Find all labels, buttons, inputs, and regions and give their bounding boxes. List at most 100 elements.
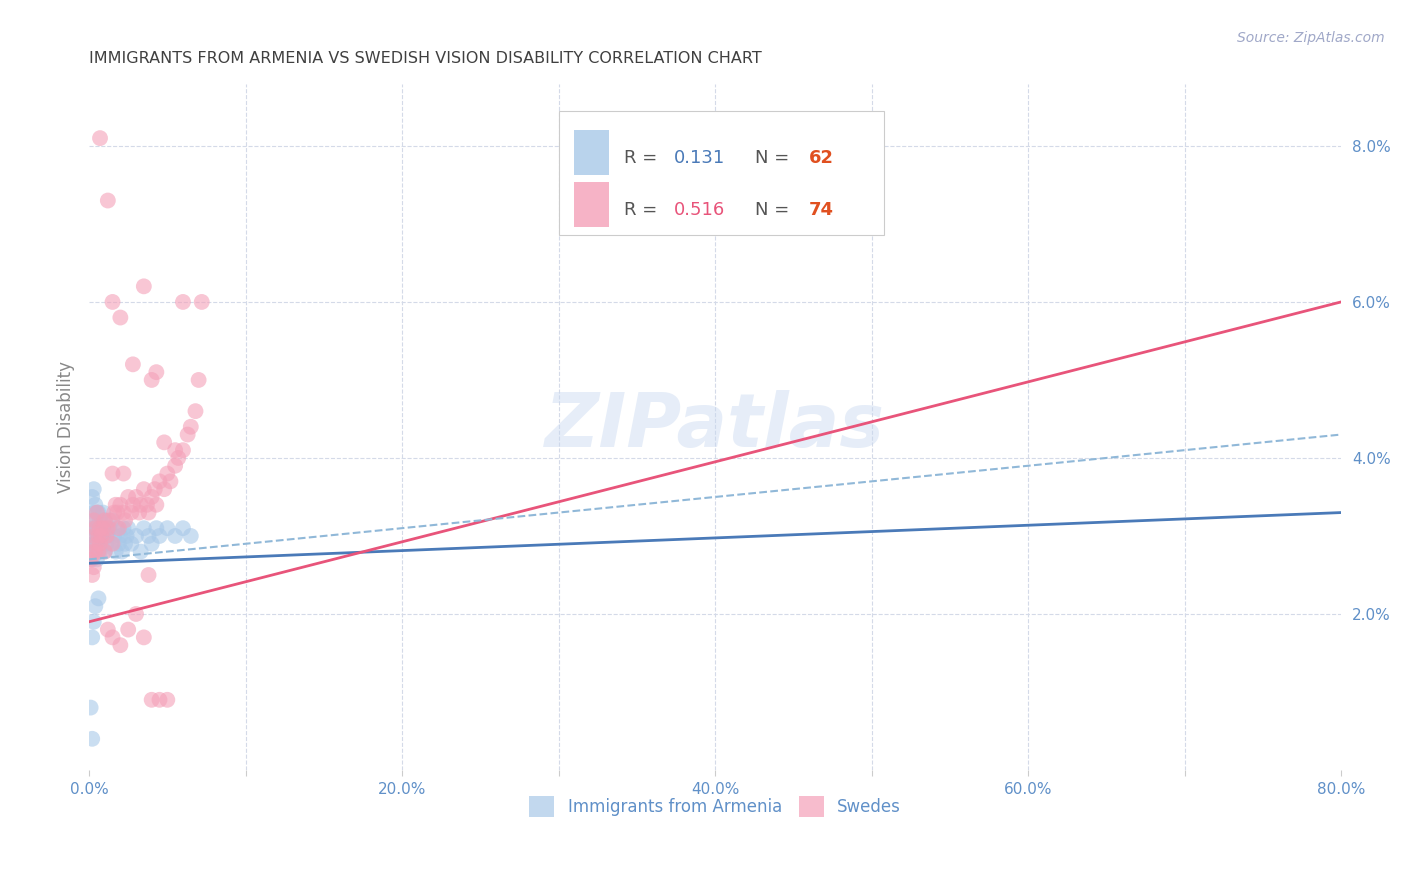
Point (101, 631, 124, 645)
Point (129, 498, 152, 512)
Point (105, 521, 128, 535)
Point (79, 552, 101, 566)
Point (138, 568, 160, 582)
Point (97, 529, 120, 543)
Point (82, 490, 104, 504)
Point (143, 482, 166, 496)
Point (91, 506, 114, 520)
Text: Source: ZipAtlas.com: Source: ZipAtlas.com (1237, 31, 1385, 45)
Point (86, 521, 108, 535)
Point (117, 521, 139, 535)
Point (165, 529, 187, 543)
Point (86, 506, 108, 520)
Point (97, 623, 120, 637)
Point (114, 513, 136, 527)
Point (83, 521, 105, 535)
Point (145, 521, 167, 535)
Point (89, 521, 111, 535)
Point (93, 513, 115, 527)
Point (132, 521, 155, 535)
Point (87, 544, 110, 558)
Text: R =: R = (624, 149, 662, 167)
Point (91, 529, 114, 543)
Point (156, 693, 179, 707)
Point (145, 365, 167, 379)
Text: R =: R = (624, 201, 662, 219)
Point (180, 529, 202, 543)
Point (141, 537, 163, 551)
Point (105, 506, 128, 520)
Point (89, 529, 111, 543)
Point (101, 294, 124, 309)
Point (84, 544, 107, 558)
Point (93, 544, 115, 558)
Point (190, 294, 212, 309)
Point (87, 506, 110, 520)
Point (96, 537, 118, 551)
Point (82, 731, 104, 746)
Point (129, 544, 152, 558)
Point (93, 513, 115, 527)
Bar (558, 111, 884, 235)
Point (82, 537, 104, 551)
Point (101, 467, 124, 481)
Point (82, 631, 104, 645)
Point (84, 529, 107, 543)
Point (111, 544, 134, 558)
Point (101, 513, 124, 527)
Point (86, 537, 108, 551)
Point (82, 568, 104, 582)
Point (79, 521, 101, 535)
Point (98, 513, 121, 527)
Point (110, 529, 132, 543)
Point (84, 513, 107, 527)
Point (128, 506, 150, 520)
Point (104, 498, 127, 512)
Point (153, 435, 176, 450)
Point (145, 498, 167, 512)
Point (103, 529, 125, 543)
Point (172, 443, 194, 458)
Point (167, 450, 190, 465)
Point (117, 623, 139, 637)
Point (107, 537, 129, 551)
Point (90, 521, 112, 535)
Point (110, 498, 132, 512)
Point (84, 498, 107, 512)
Point (120, 506, 142, 520)
Point (115, 529, 138, 543)
Point (83, 529, 105, 543)
Text: IMMIGRANTS FROM ARMENIA VS SWEDISH VISION DISABILITY CORRELATION CHART: IMMIGRANTS FROM ARMENIA VS SWEDISH VISIO… (89, 51, 762, 66)
Point (83, 513, 105, 527)
Point (136, 498, 159, 512)
Point (132, 482, 155, 496)
Point (86, 506, 108, 520)
Point (110, 310, 132, 325)
Point (125, 607, 148, 621)
Point (180, 419, 202, 434)
Point (159, 475, 181, 489)
Point (87, 529, 110, 543)
Point (141, 693, 163, 707)
Point (176, 427, 198, 442)
Point (122, 498, 145, 512)
Point (122, 357, 145, 371)
Point (138, 529, 160, 543)
Point (107, 521, 129, 535)
Point (93, 544, 115, 558)
Point (125, 490, 148, 504)
Point (112, 521, 135, 535)
Point (100, 537, 122, 551)
Point (83, 615, 105, 629)
Point (84, 599, 107, 614)
Point (153, 482, 176, 496)
Bar (574, 182, 609, 227)
Point (96, 529, 118, 543)
Point (84, 544, 107, 558)
Point (89, 513, 111, 527)
Bar (574, 130, 609, 175)
Point (90, 529, 112, 543)
Point (110, 638, 132, 652)
Point (141, 373, 163, 387)
Point (117, 490, 139, 504)
